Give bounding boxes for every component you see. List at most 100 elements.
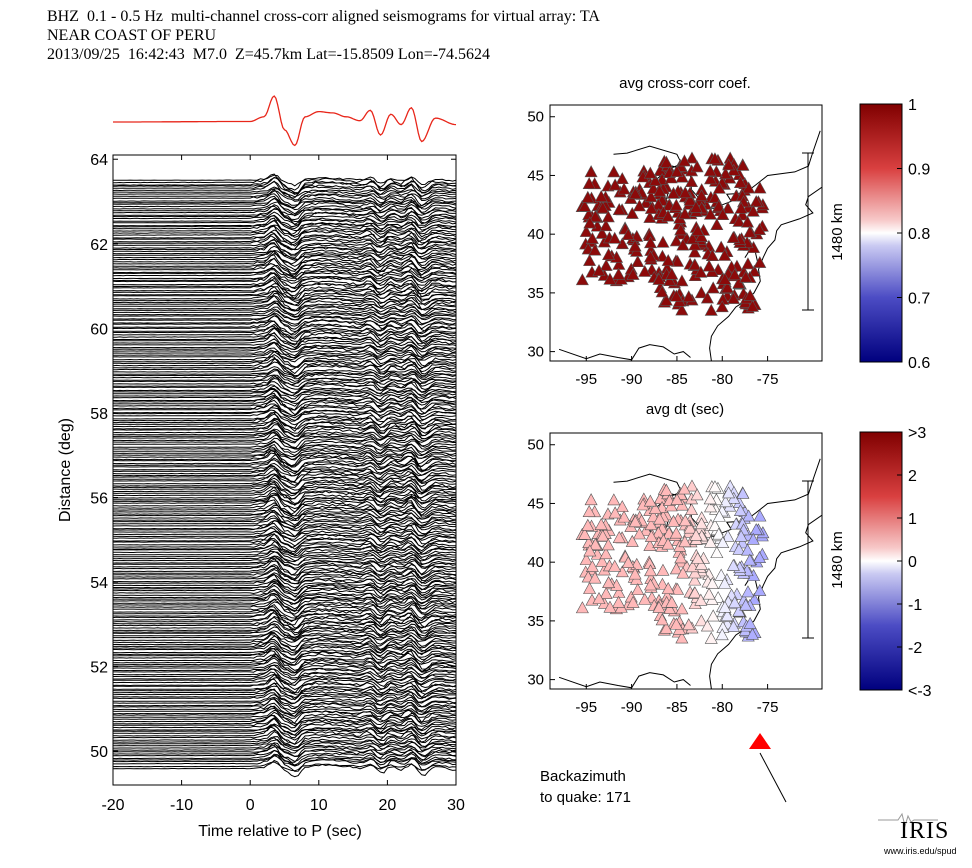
seismogram-trace xyxy=(113,214,456,228)
seismogram-trace xyxy=(113,620,456,636)
map-y-tick-label: 30 xyxy=(527,344,544,361)
seismogram-trace xyxy=(113,351,456,368)
seismogram-trace xyxy=(113,368,456,380)
station-triangle xyxy=(682,290,696,303)
station-triangle xyxy=(734,529,748,542)
station-triangle xyxy=(592,264,606,276)
seismogram-trace xyxy=(113,569,456,585)
seismogram-trace xyxy=(113,357,456,375)
station-triangle xyxy=(702,259,716,272)
seismogram-trace xyxy=(113,253,456,271)
station-triangle xyxy=(670,165,684,178)
seismogram-trace xyxy=(113,626,456,639)
seismogram-trace xyxy=(113,739,456,752)
station-triangle xyxy=(752,551,767,563)
station-triangle xyxy=(705,249,719,261)
station-triangle xyxy=(643,250,658,263)
station-triangle xyxy=(712,509,726,522)
seismogram-trace xyxy=(113,320,456,335)
seismogram-trace xyxy=(113,594,456,613)
seismogram-trace xyxy=(113,601,456,617)
seismogram-trace xyxy=(113,197,456,215)
station-triangle xyxy=(749,523,763,536)
station-triangle xyxy=(581,518,595,531)
seismogram-trace xyxy=(113,677,456,694)
colorbar-tick-label: -2 xyxy=(908,640,922,657)
seismogram-trace xyxy=(113,323,456,338)
station-triangle xyxy=(710,218,724,231)
seismogram-trace xyxy=(113,506,456,522)
station-triangle xyxy=(665,267,679,280)
station-triangle xyxy=(722,486,736,499)
seismogram-trace xyxy=(113,424,456,441)
cc-scale-bar: 1480 km xyxy=(802,152,846,311)
seismogram-trace xyxy=(113,753,456,766)
seismogram-trace xyxy=(113,694,456,708)
station-triangle xyxy=(661,537,675,550)
seismogram-trace xyxy=(113,238,456,257)
station-triangle xyxy=(718,576,732,589)
title-line-region: NEAR COAST OF PERU xyxy=(47,27,217,44)
station-triangle xyxy=(691,223,705,236)
seismogram-trace xyxy=(113,598,456,615)
station-triangle xyxy=(644,529,658,542)
seismogram-trace xyxy=(113,717,456,733)
station-triangle xyxy=(612,595,626,608)
map-x-tick-label: -85 xyxy=(666,699,688,716)
seismogram-trace xyxy=(113,300,456,312)
seismogram-trace xyxy=(113,250,456,267)
station-triangle xyxy=(661,254,675,266)
station-triangle xyxy=(669,526,683,539)
map-x-tick-label: -75 xyxy=(757,371,779,388)
seismogram-trace xyxy=(113,432,456,444)
seismogram-trace xyxy=(113,376,456,391)
seismogram-trace xyxy=(113,743,456,754)
station-triangle xyxy=(689,200,703,213)
station-triangle xyxy=(653,512,667,525)
seismogram-trace xyxy=(113,368,456,382)
seismogram-trace xyxy=(113,615,456,634)
seismogram-trace xyxy=(113,480,456,495)
seismogram-trace xyxy=(113,205,456,216)
station-triangle xyxy=(710,546,724,559)
seismogram-trace xyxy=(113,724,456,739)
map-y-tick-label: 35 xyxy=(527,285,544,302)
station-triangle xyxy=(648,502,662,514)
seismogram-trace xyxy=(113,411,456,426)
seismogram-trace xyxy=(113,492,456,510)
colorbar-tick-label: 0.7 xyxy=(908,291,930,308)
seismogram-trace xyxy=(113,711,456,727)
seismogram-trace xyxy=(113,441,456,456)
station-triangle xyxy=(608,506,622,519)
seismogram-trace xyxy=(113,580,456,595)
seismogram-trace xyxy=(113,707,456,719)
seismogram-trace xyxy=(113,714,456,729)
station-triangle xyxy=(603,272,617,285)
station-triangle xyxy=(718,600,732,613)
seismogram-trace xyxy=(113,374,456,386)
station-triangle xyxy=(739,598,753,611)
dt-scale-bar: 1480 km xyxy=(802,480,846,639)
seismogram-trace xyxy=(113,674,456,691)
station-triangle xyxy=(712,527,726,540)
seismogram-trace xyxy=(113,320,456,336)
seismogram-trace xyxy=(113,473,456,488)
seismogram-trace xyxy=(113,369,456,384)
dt-map: -95 -90 -85 -80 -75 30 35 40 45 50 1480 km xyxy=(527,432,846,716)
seismogram-trace xyxy=(113,489,456,506)
seismogram-trace xyxy=(113,394,456,407)
seismogram-trace xyxy=(113,668,456,685)
station-triangle xyxy=(582,505,596,517)
colorbar-tick-label: 1 xyxy=(908,97,917,114)
station-triangle xyxy=(708,519,722,532)
seismogram-trace xyxy=(113,277,456,297)
station-triangle xyxy=(694,614,708,627)
seismogram-trace xyxy=(113,582,456,598)
station-triangle xyxy=(733,504,747,516)
colorbar-tick-label: 0.8 xyxy=(908,226,930,243)
station-triangle xyxy=(714,568,728,581)
seismogram-trace xyxy=(113,462,456,477)
station-triangle xyxy=(579,552,593,565)
map-x-tick-label: -85 xyxy=(666,371,688,388)
seismogram-trace xyxy=(113,550,456,563)
